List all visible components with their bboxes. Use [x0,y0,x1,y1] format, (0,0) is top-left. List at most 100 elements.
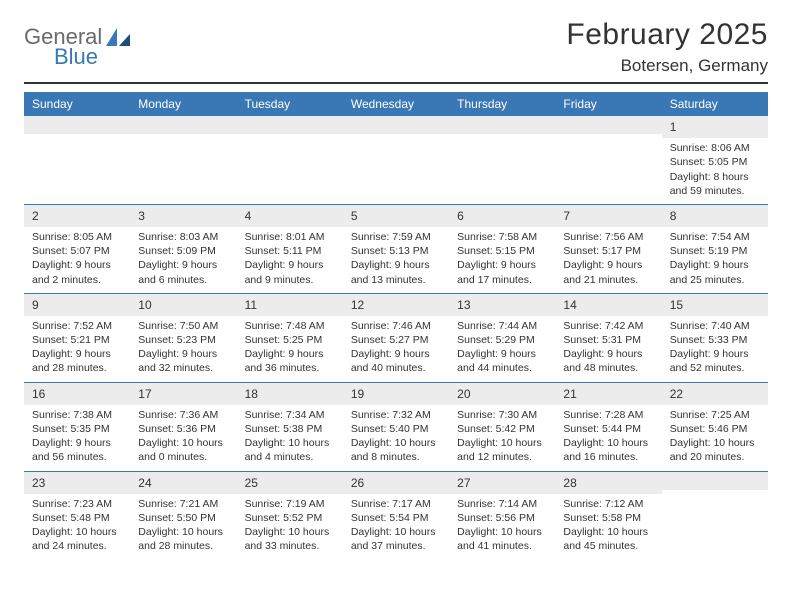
day-number: 27 [449,472,555,494]
daylight-text: Daylight: 10 hours and 20 minutes. [670,436,760,464]
day-body: Sunrise: 7:59 AMSunset: 5:13 PMDaylight:… [343,227,449,293]
day-body [449,134,555,143]
day-cell [449,116,555,204]
week-row: 16Sunrise: 7:38 AMSunset: 5:35 PMDayligh… [24,382,768,471]
day-cell: 10Sunrise: 7:50 AMSunset: 5:23 PMDayligh… [130,294,236,382]
weekday-header: Saturday [662,92,768,116]
day-number: 24 [130,472,236,494]
day-body: Sunrise: 7:42 AMSunset: 5:31 PMDaylight:… [555,316,661,382]
day-cell: 8Sunrise: 7:54 AMSunset: 5:19 PMDaylight… [662,205,768,293]
day-number [237,116,343,134]
day-body: Sunrise: 8:03 AMSunset: 5:09 PMDaylight:… [130,227,236,293]
sunrise-text: Sunrise: 7:42 AM [563,319,653,333]
sunset-text: Sunset: 5:52 PM [245,511,335,525]
day-cell: 11Sunrise: 7:48 AMSunset: 5:25 PMDayligh… [237,294,343,382]
sunset-text: Sunset: 5:40 PM [351,422,441,436]
sunrise-text: Sunrise: 8:05 AM [32,230,122,244]
day-cell: 13Sunrise: 7:44 AMSunset: 5:29 PMDayligh… [449,294,555,382]
day-number: 7 [555,205,661,227]
sunset-text: Sunset: 5:11 PM [245,244,335,258]
day-cell: 7Sunrise: 7:56 AMSunset: 5:17 PMDaylight… [555,205,661,293]
day-body [130,134,236,143]
day-cell: 26Sunrise: 7:17 AMSunset: 5:54 PMDayligh… [343,472,449,560]
day-cell [555,116,661,204]
sunrise-text: Sunrise: 7:23 AM [32,497,122,511]
sunrise-text: Sunrise: 7:12 AM [563,497,653,511]
daylight-text: Daylight: 10 hours and 8 minutes. [351,436,441,464]
day-cell: 25Sunrise: 7:19 AMSunset: 5:52 PMDayligh… [237,472,343,560]
day-body [24,134,130,143]
day-number: 10 [130,294,236,316]
day-body: Sunrise: 7:58 AMSunset: 5:15 PMDaylight:… [449,227,555,293]
sunrise-text: Sunrise: 7:36 AM [138,408,228,422]
weekday-header-row: Sunday Monday Tuesday Wednesday Thursday… [24,92,768,116]
sunset-text: Sunset: 5:38 PM [245,422,335,436]
day-number: 14 [555,294,661,316]
day-body: Sunrise: 8:05 AMSunset: 5:07 PMDaylight:… [24,227,130,293]
day-body: Sunrise: 7:17 AMSunset: 5:54 PMDaylight:… [343,494,449,560]
day-number: 13 [449,294,555,316]
day-body: Sunrise: 7:23 AMSunset: 5:48 PMDaylight:… [24,494,130,560]
day-cell: 4Sunrise: 8:01 AMSunset: 5:11 PMDaylight… [237,205,343,293]
daylight-text: Daylight: 9 hours and 44 minutes. [457,347,547,375]
title-block: February 2025 Botersen, Germany [566,18,768,76]
sunrise-text: Sunrise: 7:58 AM [457,230,547,244]
sunset-text: Sunset: 5:27 PM [351,333,441,347]
day-number [24,116,130,134]
day-body: Sunrise: 8:01 AMSunset: 5:11 PMDaylight:… [237,227,343,293]
day-number: 9 [24,294,130,316]
day-cell [130,116,236,204]
sunrise-text: Sunrise: 7:34 AM [245,408,335,422]
sunrise-text: Sunrise: 7:38 AM [32,408,122,422]
day-cell: 1Sunrise: 8:06 AMSunset: 5:05 PMDaylight… [662,116,768,204]
day-cell: 22Sunrise: 7:25 AMSunset: 5:46 PMDayligh… [662,383,768,471]
week-row: 1Sunrise: 8:06 AMSunset: 5:05 PMDaylight… [24,116,768,204]
sunrise-text: Sunrise: 7:30 AM [457,408,547,422]
day-cell: 14Sunrise: 7:42 AMSunset: 5:31 PMDayligh… [555,294,661,382]
daylight-text: Daylight: 10 hours and 28 minutes. [138,525,228,553]
daylight-text: Daylight: 10 hours and 37 minutes. [351,525,441,553]
day-body: Sunrise: 7:52 AMSunset: 5:21 PMDaylight:… [24,316,130,382]
sunset-text: Sunset: 5:35 PM [32,422,122,436]
calendar: Sunday Monday Tuesday Wednesday Thursday… [24,92,768,559]
sunset-text: Sunset: 5:25 PM [245,333,335,347]
day-number: 1 [662,116,768,138]
daylight-text: Daylight: 10 hours and 4 minutes. [245,436,335,464]
day-cell: 15Sunrise: 7:40 AMSunset: 5:33 PMDayligh… [662,294,768,382]
day-body: Sunrise: 7:38 AMSunset: 5:35 PMDaylight:… [24,405,130,471]
day-body [662,490,768,499]
sunrise-text: Sunrise: 7:17 AM [351,497,441,511]
weeks-container: 1Sunrise: 8:06 AMSunset: 5:05 PMDaylight… [24,116,768,559]
daylight-text: Daylight: 10 hours and 24 minutes. [32,525,122,553]
day-body: Sunrise: 7:44 AMSunset: 5:29 PMDaylight:… [449,316,555,382]
sunset-text: Sunset: 5:09 PM [138,244,228,258]
day-number: 25 [237,472,343,494]
sunset-text: Sunset: 5:46 PM [670,422,760,436]
day-number: 5 [343,205,449,227]
sunset-text: Sunset: 5:31 PM [563,333,653,347]
title-rule [24,82,768,84]
daylight-text: Daylight: 9 hours and 56 minutes. [32,436,122,464]
day-number [343,116,449,134]
day-body: Sunrise: 7:32 AMSunset: 5:40 PMDaylight:… [343,405,449,471]
sunset-text: Sunset: 5:44 PM [563,422,653,436]
day-body [343,134,449,143]
daylight-text: Daylight: 9 hours and 32 minutes. [138,347,228,375]
week-row: 23Sunrise: 7:23 AMSunset: 5:48 PMDayligh… [24,471,768,560]
day-number: 16 [24,383,130,405]
logo-text-blue: Blue [54,44,98,70]
day-cell: 6Sunrise: 7:58 AMSunset: 5:15 PMDaylight… [449,205,555,293]
sunset-text: Sunset: 5:42 PM [457,422,547,436]
daylight-text: Daylight: 10 hours and 16 minutes. [563,436,653,464]
sunrise-text: Sunrise: 8:06 AM [670,141,760,155]
day-number [449,116,555,134]
day-body: Sunrise: 7:12 AMSunset: 5:58 PMDaylight:… [555,494,661,560]
day-cell [343,116,449,204]
day-cell: 24Sunrise: 7:21 AMSunset: 5:50 PMDayligh… [130,472,236,560]
sunrise-text: Sunrise: 7:52 AM [32,319,122,333]
daylight-text: Daylight: 10 hours and 41 minutes. [457,525,547,553]
day-cell [237,116,343,204]
day-number [555,116,661,134]
daylight-text: Daylight: 10 hours and 12 minutes. [457,436,547,464]
day-number: 15 [662,294,768,316]
